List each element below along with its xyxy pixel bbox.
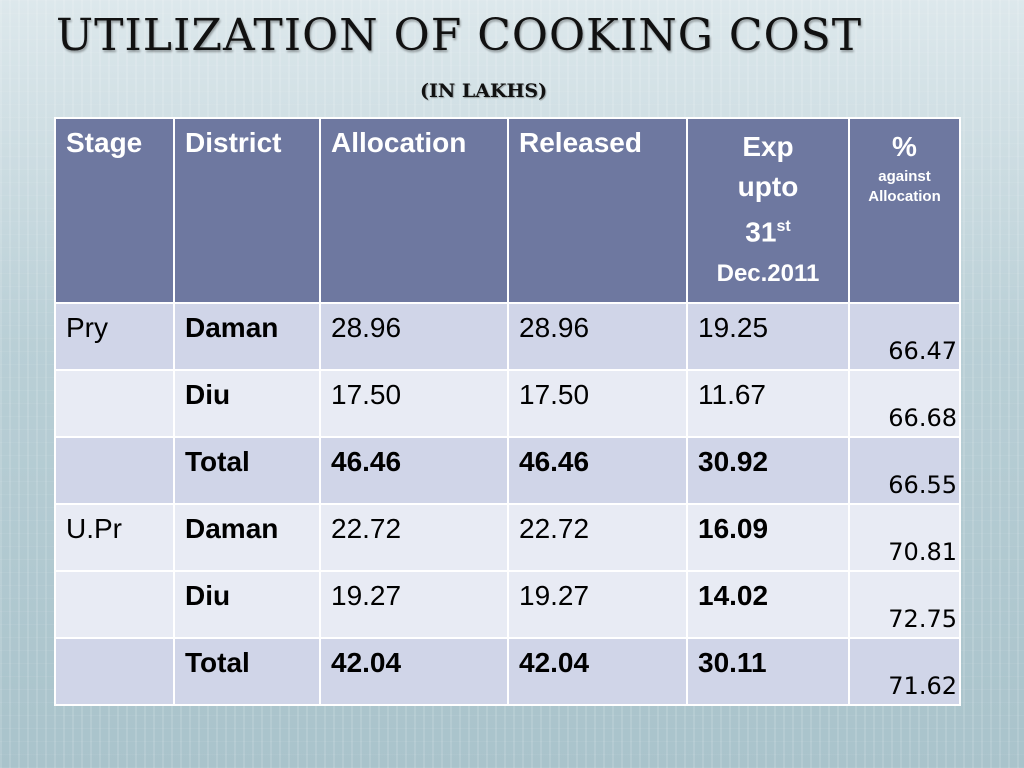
table-row: Total 46.46 46.46 30.92 66.55: [54, 436, 961, 506]
page-subtitle: (in lakhs): [420, 80, 548, 102]
header-exp-line1: Exp: [742, 131, 794, 162]
cell-district: Daman: [173, 503, 321, 573]
table-row: Diu 17.50 17.50 11.67 66.68: [54, 369, 961, 439]
header-allocation: Allocation: [319, 116, 509, 305]
header-exp-day: 31: [745, 216, 777, 248]
header-percent-line1: against: [878, 168, 931, 185]
table-row: Diu 19.27 19.27 14.02 72.75: [54, 570, 961, 640]
cell-released: 46.46: [507, 436, 688, 506]
cell-allocation: 17.50: [319, 369, 509, 439]
table-header-row: Stage District Allocation Released Exp u…: [54, 116, 961, 305]
cell-released: 19.27: [507, 570, 688, 640]
cell-exp: 16.09: [686, 503, 850, 573]
header-released: Released: [507, 116, 688, 305]
cell-exp: 14.02: [686, 570, 850, 640]
cell-allocation: 22.72: [319, 503, 509, 573]
cell-percent: 70.81: [848, 503, 961, 573]
header-percent-symbol: %: [892, 131, 917, 162]
cell-percent: 66.47: [848, 302, 961, 372]
header-exp-line4: Dec.2011: [716, 260, 820, 288]
cell-stage: [54, 570, 175, 640]
cell-stage: U.Pr: [54, 503, 175, 573]
cell-stage: [54, 436, 175, 506]
header-stage: Stage: [54, 116, 175, 305]
cell-percent: 66.68: [848, 369, 961, 439]
header-exp-sup: st: [776, 218, 791, 235]
header-district: District: [173, 116, 321, 305]
cell-stage: [54, 637, 175, 707]
cell-released: 28.96: [507, 302, 688, 372]
table-row: U.Pr Daman 22.72 22.72 16.09 70.81: [54, 503, 961, 573]
header-exp-line4-wrap: Dec.2011: [698, 252, 838, 294]
header-percent-line2: Allocation: [868, 188, 941, 205]
cell-district: Daman: [173, 302, 321, 372]
cell-released: 22.72: [507, 503, 688, 573]
cell-exp: 11.67: [686, 369, 850, 439]
cell-allocation: 46.46: [319, 436, 509, 506]
cell-district: Total: [173, 637, 321, 707]
cell-released: 17.50: [507, 369, 688, 439]
table-row: Pry Daman 28.96 28.96 19.25 66.47: [54, 302, 961, 372]
header-exp: Exp upto 31st Dec.2011: [686, 116, 850, 305]
cell-exp: 19.25: [686, 302, 850, 372]
table-row: Total 42.04 42.04 30.11 71.62: [54, 637, 961, 707]
cell-stage: [54, 369, 175, 439]
cell-exp: 30.92: [686, 436, 850, 506]
cell-percent: 72.75: [848, 570, 961, 640]
header-exp-line3: 31st: [698, 207, 838, 252]
cell-percent: 66.55: [848, 436, 961, 506]
cell-percent: 71.62: [848, 637, 961, 707]
cell-district: Diu: [173, 570, 321, 640]
header-percent: % against Allocation: [848, 116, 961, 305]
cell-allocation: 42.04: [319, 637, 509, 707]
page-title: Utilization of Cooking Cost: [56, 10, 863, 61]
cell-stage: Pry: [54, 302, 175, 372]
cell-exp: 30.11: [686, 637, 850, 707]
cell-released: 42.04: [507, 637, 688, 707]
cell-district: Total: [173, 436, 321, 506]
header-exp-line2: upto: [737, 171, 799, 202]
cell-allocation: 28.96: [319, 302, 509, 372]
cooking-cost-table: Stage District Allocation Released Exp u…: [54, 116, 961, 707]
cell-district: Diu: [173, 369, 321, 439]
cell-allocation: 19.27: [319, 570, 509, 640]
